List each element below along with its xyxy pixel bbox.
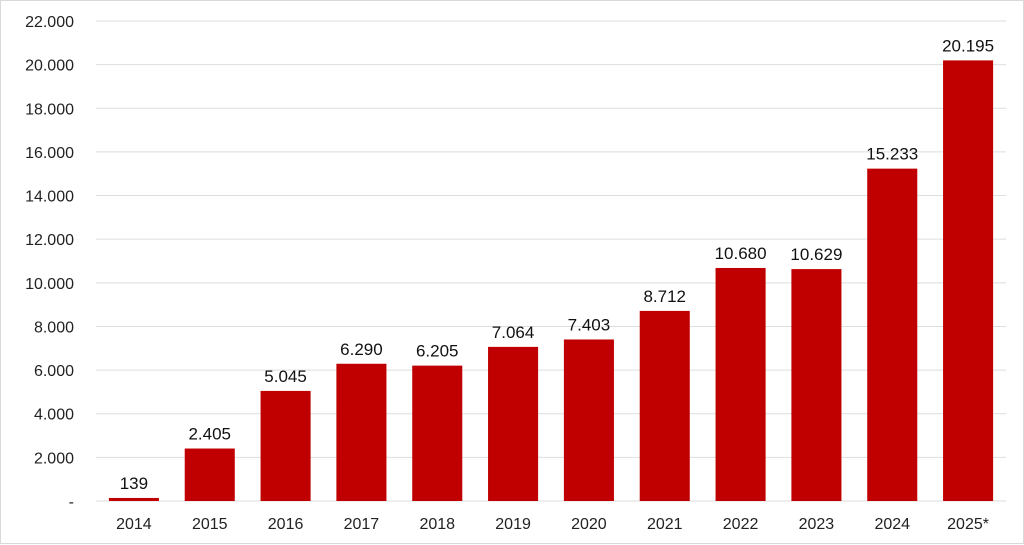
x-tick-label: 2020 bbox=[571, 516, 607, 533]
bars bbox=[108, 60, 994, 502]
y-axis-tick-labels: - 2.000 4.000 6.000 8.000 10.000 12.000 14.000 1… bbox=[25, 14, 74, 511]
y-tick-label: - bbox=[69, 494, 74, 511]
data-label: 15.233 bbox=[866, 145, 918, 164]
bar bbox=[563, 339, 614, 501]
y-tick-label: 2.000 bbox=[34, 450, 74, 467]
x-tick-label: 2021 bbox=[647, 516, 683, 533]
y-tick-label: 12.000 bbox=[25, 232, 74, 249]
x-axis-tick-labels: 2014 2015 2016 2017 2018 2019 2020 2021 2022 2023… bbox=[116, 516, 989, 533]
x-tick-label: 2016 bbox=[268, 516, 304, 533]
y-tick-label: 20.000 bbox=[25, 58, 74, 75]
bar bbox=[488, 346, 539, 501]
data-label: 10.629 bbox=[790, 245, 842, 264]
data-label: 139 bbox=[120, 474, 148, 493]
x-tick-label: 2024 bbox=[874, 516, 910, 533]
data-label: 8.712 bbox=[643, 287, 686, 306]
data-label: 6.205 bbox=[416, 342, 459, 361]
x-tick-label: 2022 bbox=[723, 516, 759, 533]
y-tick-label: 18.000 bbox=[25, 101, 74, 118]
y-tick-label: 4.000 bbox=[34, 407, 74, 424]
bar bbox=[867, 168, 918, 502]
y-tick-label: 16.000 bbox=[25, 145, 74, 162]
data-labels: 139 2.405 5.045 6.290 6.205 7.064 7.403 8.712 10… bbox=[120, 36, 994, 493]
y-tick-label: 6.000 bbox=[34, 363, 74, 380]
x-tick-label: 2018 bbox=[419, 516, 455, 533]
data-label: 7.403 bbox=[568, 315, 611, 334]
x-tick-label: 2015 bbox=[192, 516, 228, 533]
y-tick-label: 14.000 bbox=[25, 189, 74, 206]
data-label: 10.680 bbox=[715, 244, 767, 263]
data-label: 2.405 bbox=[188, 425, 231, 444]
bar bbox=[412, 365, 463, 501]
y-tick-label: 8.000 bbox=[34, 319, 74, 336]
data-label: 7.064 bbox=[492, 323, 535, 342]
data-label: 5.045 bbox=[264, 367, 307, 386]
bar bbox=[715, 267, 766, 501]
x-tick-label: 2017 bbox=[344, 516, 380, 533]
x-tick-label: 2014 bbox=[116, 516, 152, 533]
bar bbox=[639, 310, 690, 501]
x-tick-label: 2019 bbox=[495, 516, 531, 533]
x-tick-label: 2023 bbox=[799, 516, 835, 533]
bar bbox=[260, 390, 311, 501]
data-label: 20.195 bbox=[942, 36, 994, 55]
y-tick-label: 10.000 bbox=[25, 276, 74, 293]
bar bbox=[791, 269, 842, 501]
data-label: 6.290 bbox=[340, 340, 383, 359]
x-tick-label: 2025* bbox=[947, 516, 989, 533]
gridlines bbox=[96, 20, 1006, 502]
bar bbox=[336, 363, 387, 501]
bar bbox=[108, 497, 159, 501]
bar bbox=[943, 60, 994, 502]
bar bbox=[184, 448, 235, 501]
y-tick-label: 22.000 bbox=[25, 14, 74, 31]
